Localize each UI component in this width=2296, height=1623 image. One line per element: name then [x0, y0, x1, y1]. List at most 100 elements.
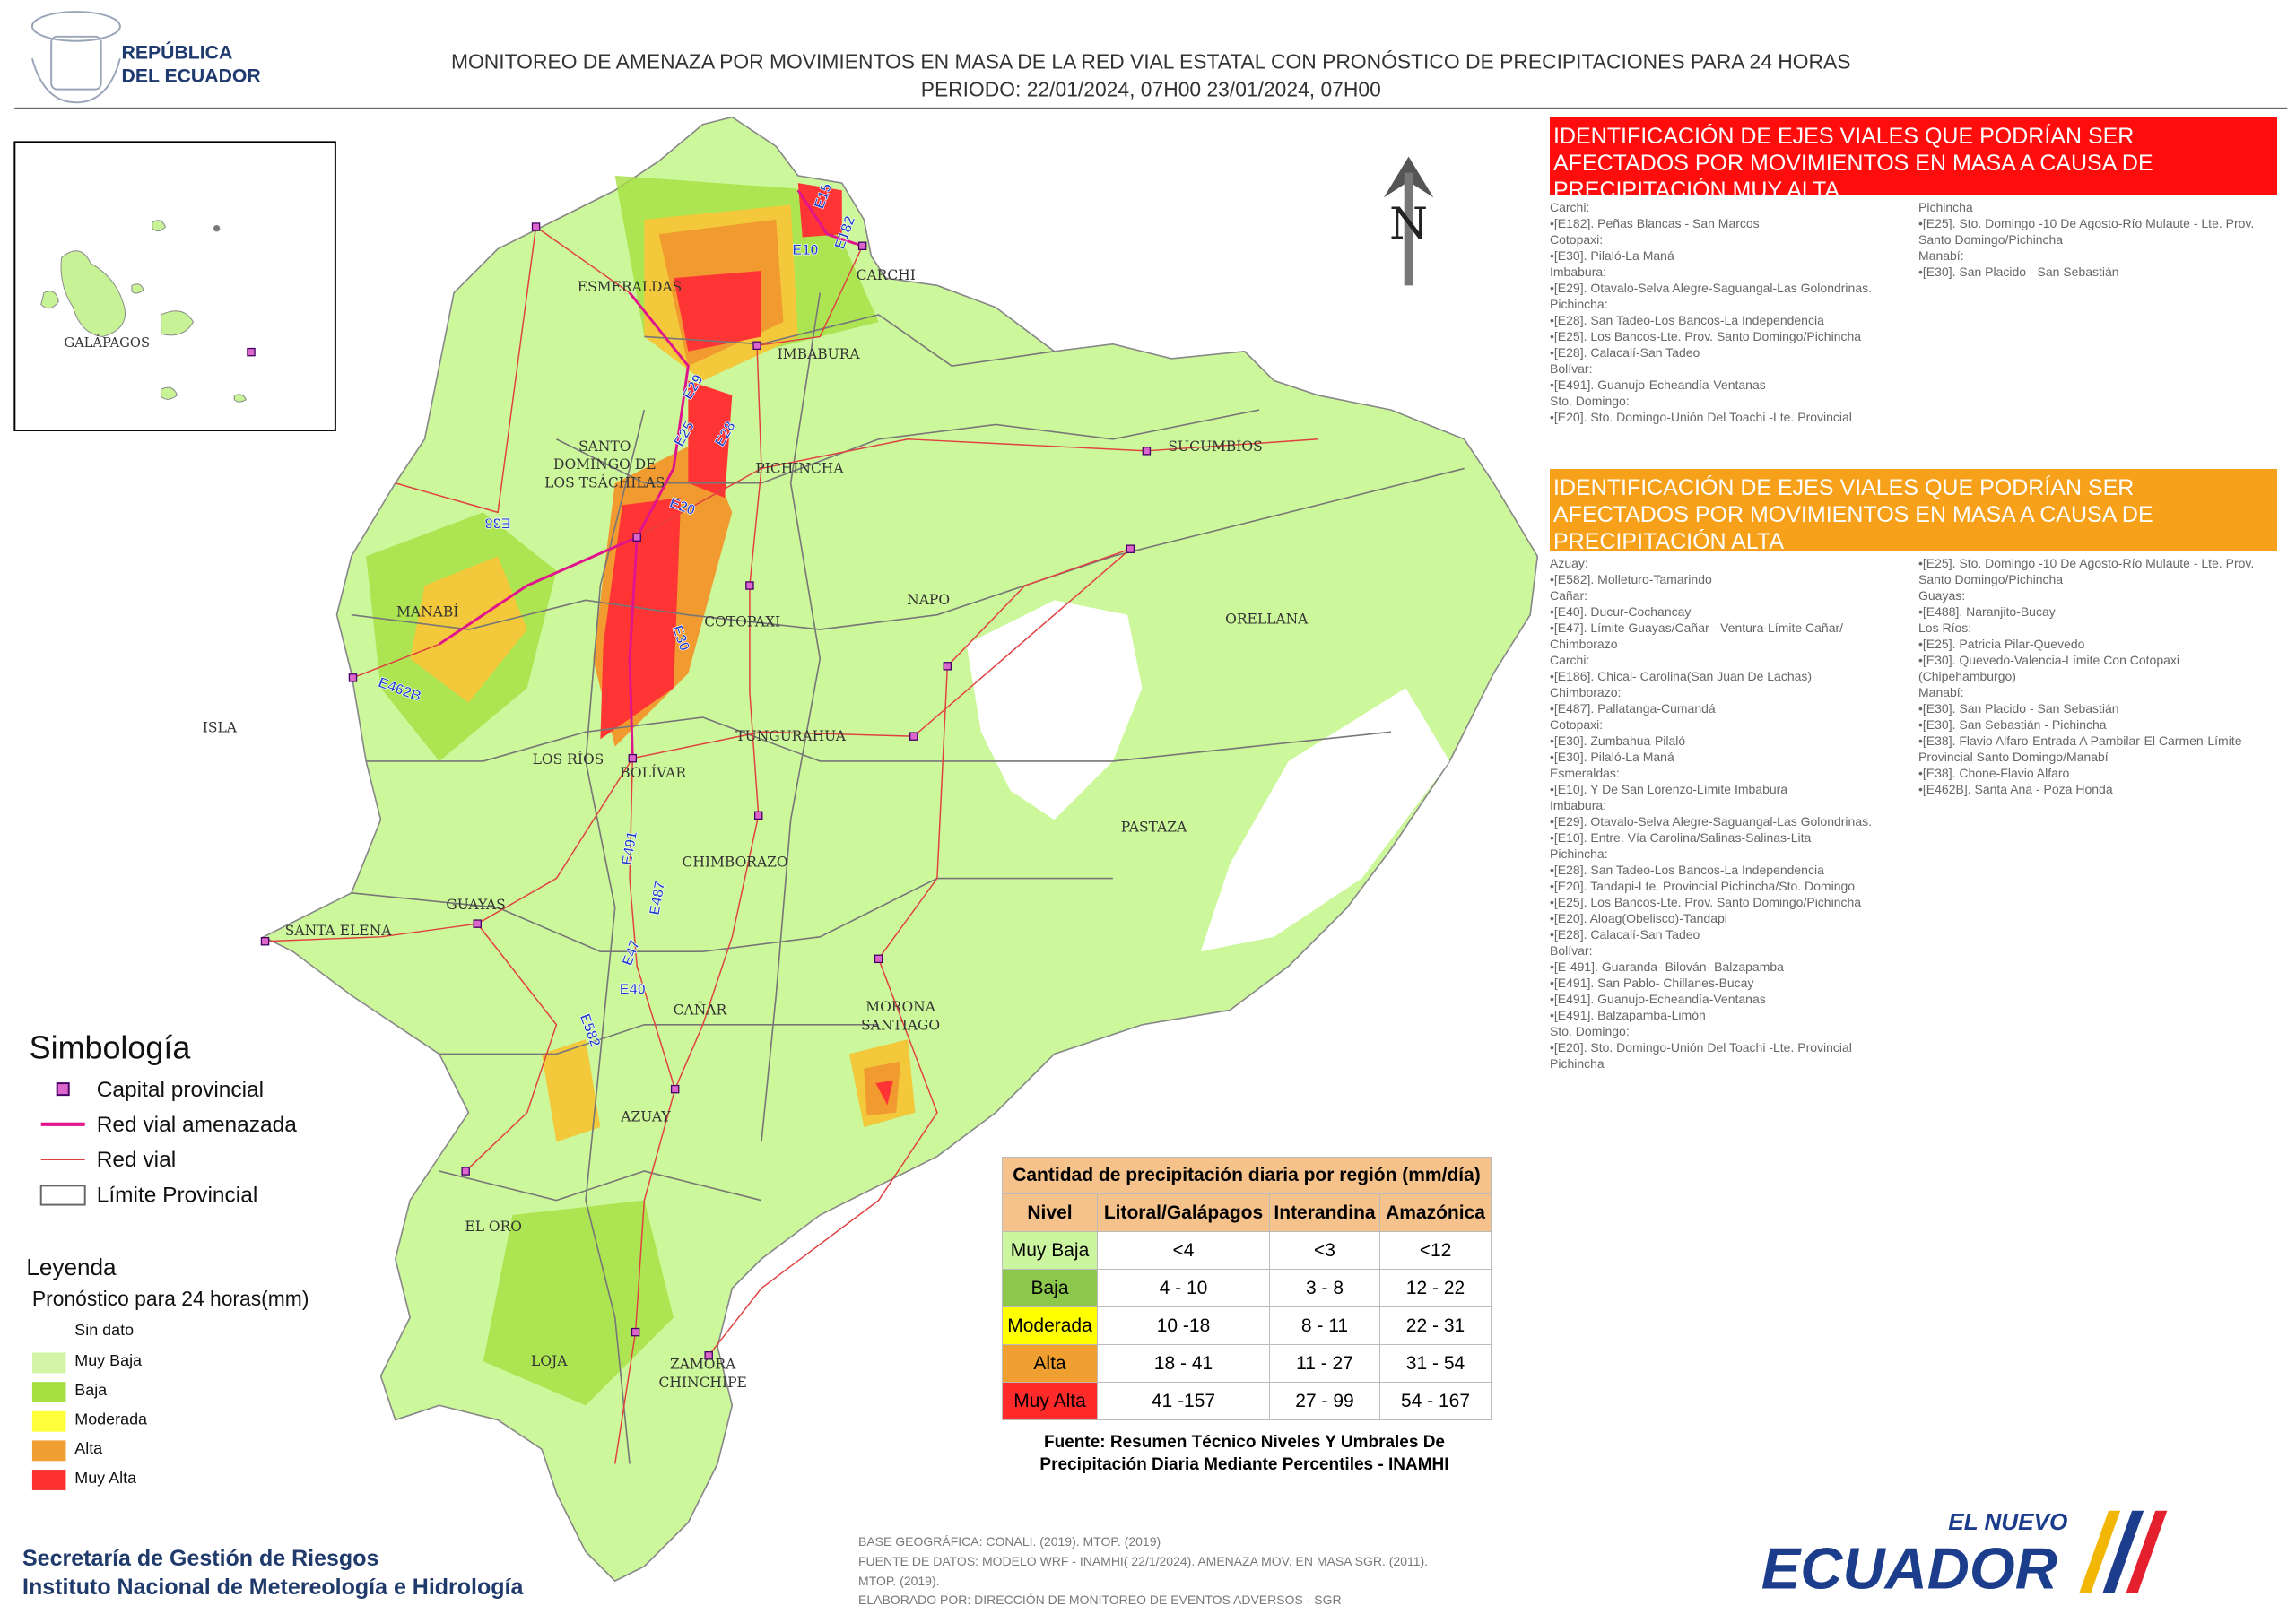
list-item: •[E186]. Chical- Carolina(San Juan De La…	[1550, 669, 1813, 683]
list-item: •[E10]. Y De San Lorenzo-Límite Imbabura	[1550, 782, 1788, 796]
list-item: •[E30]. Pilaló-La Maná	[1550, 750, 1674, 764]
list-item: •[E28]. San Tadeo-Los Bancos-La Independ…	[1550, 863, 1824, 877]
list-item: •[E30]. San Placido - San Sebastián	[1918, 701, 2119, 716]
province-label: BOLÍVAR	[620, 765, 687, 781]
province-label: COTOPAXI	[704, 614, 780, 630]
list-item: •[E25]. Los Bancos-Lte. Prov. Santo Domi…	[1550, 329, 1862, 343]
legend-label: Sin dato	[74, 1321, 134, 1339]
emblem	[30, 11, 121, 104]
level-cell: Moderada	[1002, 1306, 1098, 1345]
list-item: Guayas:	[1918, 588, 1966, 603]
provincial-borders	[351, 292, 1465, 1464]
table-source: Fuente: Resumen Técnico Niveles Y Umbral…	[1002, 1431, 1487, 1476]
legend-swatch	[31, 1440, 66, 1462]
emblem-line: REPÚBLICA	[122, 40, 233, 63]
province-labels: ESMERALDAS CARCHI IMBABURA SUCUMBÍOS SANTODO…	[203, 267, 1309, 1391]
legend-label: Muy Alta	[74, 1469, 136, 1487]
list-item: •[E40]. Ducur-Cochancay	[1550, 604, 1692, 619]
list-item: •[E491]. Guanujo-Echeandía-Ventanas	[1550, 992, 1766, 1006]
province-label: SANTO	[578, 438, 631, 455]
capital-marker	[1142, 447, 1152, 456]
list-item: Esmeraldas:	[1550, 766, 1620, 780]
list-item: •[E30]. San Placido - San Sebastián	[1918, 265, 2119, 279]
capitals	[260, 222, 1152, 1360]
high-list: Azuay: •[E582]. Molleturo-Tamarindo Cañar:…	[1550, 555, 1909, 1072]
note: MTOP. (2019).	[858, 1574, 940, 1588]
list-item: Imbabura:	[1550, 798, 1607, 812]
province-label: SANTIAGO	[861, 1017, 940, 1033]
precipitation-table: Cantidad de precipitación diaria por reg…	[1002, 1157, 1492, 1420]
capital-marker	[909, 732, 918, 741]
list-item: Carchi:	[1550, 653, 1590, 667]
header-cell: Interandina	[1269, 1193, 1380, 1232]
source-line: Precipitación Diaria Mediante Percentile…	[1039, 1455, 1449, 1474]
list-item: •[E25]. Patricia Pilar-Quevedo	[1918, 637, 2085, 651]
province-label: DOMINGO DE	[553, 456, 656, 473]
province-label: LOS RÍOS	[533, 751, 604, 768]
province-label: GUAYAS	[446, 897, 505, 913]
province-label: CARCHI	[857, 267, 916, 283]
very-high-list: Pichincha •[E25]. Sto. Domingo -10 De Ago…	[1918, 199, 2277, 280]
value-cell: 8 - 11	[1269, 1306, 1380, 1345]
symbology-title: Simbología	[30, 1028, 191, 1065]
province-label: LOS TSÁCHILAS	[544, 475, 665, 491]
list-item: Cotopaxi:	[1550, 717, 1604, 732]
list-item: Cañar:	[1550, 588, 1588, 603]
province-label: CHIMBORAZO	[683, 854, 788, 870]
level-cell: Alta	[1002, 1344, 1098, 1383]
value-cell: 27 - 99	[1269, 1382, 1380, 1420]
province-label: SUCUMBÍOS	[1168, 438, 1262, 455]
province-label: ESMERALDAS	[578, 279, 683, 295]
capital-marker	[1126, 544, 1135, 553]
note: FUENTE DE DATOS: MODELO WRF - INAMHI( 22…	[858, 1554, 1429, 1568]
table-row: Muy Baja <4 <3 <12	[1002, 1231, 1492, 1270]
source-line: Fuente: Resumen Técnico Niveles Y Umbral…	[1043, 1433, 1446, 1452]
symbology-label: Capital provincial	[97, 1078, 264, 1102]
institution: Secretaría de Gestión de Riesgos	[22, 1546, 379, 1571]
table-row: Moderada 10 -18 8 - 11 22 - 31	[1002, 1306, 1492, 1345]
province-label: PICHINCHA	[755, 460, 844, 476]
table-header: Nivel Litoral/Galápagos Interandina Amazóni…	[1002, 1193, 1492, 1232]
value-cell: <3	[1269, 1231, 1380, 1270]
province-label: MORONA	[865, 999, 936, 1015]
level-cell: Muy Alta	[1002, 1382, 1098, 1420]
inset-frame	[13, 141, 336, 431]
list-item: Chimborazo:	[1550, 685, 1622, 699]
list-item: •[E20]. Tandapi-Lte. Provincial Pichinch…	[1550, 879, 1856, 893]
symbology-label: Red vial	[97, 1148, 176, 1172]
brand-line: EL NUEVO	[1948, 1508, 2067, 1535]
road-label: E40	[620, 981, 646, 997]
capital-marker	[631, 1327, 640, 1337]
capital-marker	[348, 673, 358, 682]
list-item: Bolívar:	[1550, 943, 1593, 958]
list-item: •[E29]. Otavalo-Selva Alegre-Saguangal-L…	[1550, 814, 1873, 829]
list-item: •[E487]. Pallatanga-Cumandá	[1550, 701, 1716, 716]
list-item: •[E182]. Peñas Blancas - San Marcos	[1550, 216, 1760, 230]
province-label: TUNGURAHUA	[735, 728, 846, 744]
capital-marker	[857, 241, 867, 251]
value-cell: 31 - 54	[1379, 1344, 1492, 1383]
capital-marker	[704, 1351, 713, 1360]
list-item: Manabí:	[1918, 685, 1964, 699]
list-item: Imbabura:	[1550, 265, 1607, 279]
subtitle: PERIODO: 22/01/2024, 07H00 23/01/2024, 0…	[921, 78, 1381, 101]
value-cell: 3 - 8	[1269, 1269, 1380, 1307]
capital-marker	[670, 1084, 680, 1094]
value-cell: 12 - 22	[1379, 1269, 1492, 1307]
list-item: •[E28]. San Tadeo-Los Bancos-La Independ…	[1550, 313, 1824, 327]
value-cell: 22 - 31	[1379, 1306, 1492, 1345]
galapagos-islands	[40, 220, 247, 403]
very-high-title: IDENTIFICACIÓN DE EJES VIALES QUE PODRÍA…	[1550, 117, 2277, 203]
province-label: AZUAY	[620, 1109, 671, 1125]
list-item: •[E38]. Chone-Flavio Alfaro	[1918, 766, 2070, 780]
value-cell: 18 - 41	[1097, 1344, 1270, 1383]
capital-marker	[473, 919, 482, 928]
capital-marker	[874, 954, 883, 964]
table-row: Muy Alta 41 -157 27 - 99 54 - 167	[1002, 1382, 1492, 1420]
value-cell: <12	[1379, 1231, 1492, 1270]
capital-marker	[247, 347, 256, 357]
list-item: •[E491]. San Pablo- Chillanes-Bucay	[1550, 976, 1754, 990]
list-item: •[E38]. Flavio Alfaro-Entrada A Pambilar…	[1918, 733, 2242, 764]
